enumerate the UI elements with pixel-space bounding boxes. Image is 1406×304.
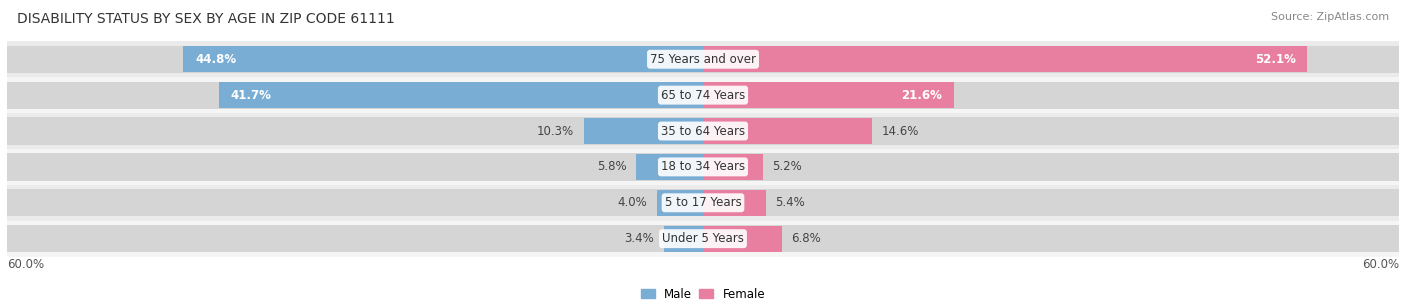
Text: Source: ZipAtlas.com: Source: ZipAtlas.com [1271,12,1389,22]
Bar [7,153,703,181]
Bar [636,154,703,180]
Bar [703,82,953,108]
Text: 41.7%: 41.7% [231,89,271,102]
Bar [703,117,1399,145]
Text: 65 to 74 Years: 65 to 74 Years [661,89,745,102]
Text: 5.2%: 5.2% [773,161,803,173]
Bar [7,117,703,145]
Text: 4.0%: 4.0% [617,196,647,209]
Legend: Male, Female: Male, Female [641,288,765,301]
Text: 18 to 34 Years: 18 to 34 Years [661,161,745,173]
Bar [703,46,1308,72]
Text: 21.6%: 21.6% [901,89,942,102]
Text: 35 to 64 Years: 35 to 64 Years [661,125,745,137]
Bar [7,41,1399,77]
Bar [703,190,766,216]
Bar [657,190,703,216]
Text: 60.0%: 60.0% [7,258,44,271]
Text: 44.8%: 44.8% [195,53,236,66]
Bar [703,118,872,144]
Text: 3.4%: 3.4% [624,232,654,245]
Text: 60.0%: 60.0% [1362,258,1399,271]
Bar [703,154,763,180]
Bar [703,81,1399,109]
Bar [7,46,703,73]
Bar [703,226,782,252]
Bar [183,46,703,72]
Bar [7,185,1399,221]
Text: 5 to 17 Years: 5 to 17 Years [665,196,741,209]
Text: 75 Years and over: 75 Years and over [650,53,756,66]
Text: 5.8%: 5.8% [596,161,627,173]
Bar [219,82,703,108]
Bar [703,225,1399,252]
Bar [703,153,1399,181]
Bar [7,225,703,252]
Text: 10.3%: 10.3% [537,125,574,137]
Bar [664,226,703,252]
Bar [7,113,1399,149]
Bar [703,46,1399,73]
Bar [7,81,703,109]
Bar [703,189,1399,216]
Text: 5.4%: 5.4% [775,196,804,209]
Text: 52.1%: 52.1% [1256,53,1296,66]
Text: Under 5 Years: Under 5 Years [662,232,744,245]
Bar [7,77,1399,113]
Bar [583,118,703,144]
Bar [7,149,1399,185]
Text: 14.6%: 14.6% [882,125,920,137]
Text: 6.8%: 6.8% [792,232,821,245]
Bar [7,189,703,216]
Text: DISABILITY STATUS BY SEX BY AGE IN ZIP CODE 61111: DISABILITY STATUS BY SEX BY AGE IN ZIP C… [17,12,395,26]
Bar [7,221,1399,257]
